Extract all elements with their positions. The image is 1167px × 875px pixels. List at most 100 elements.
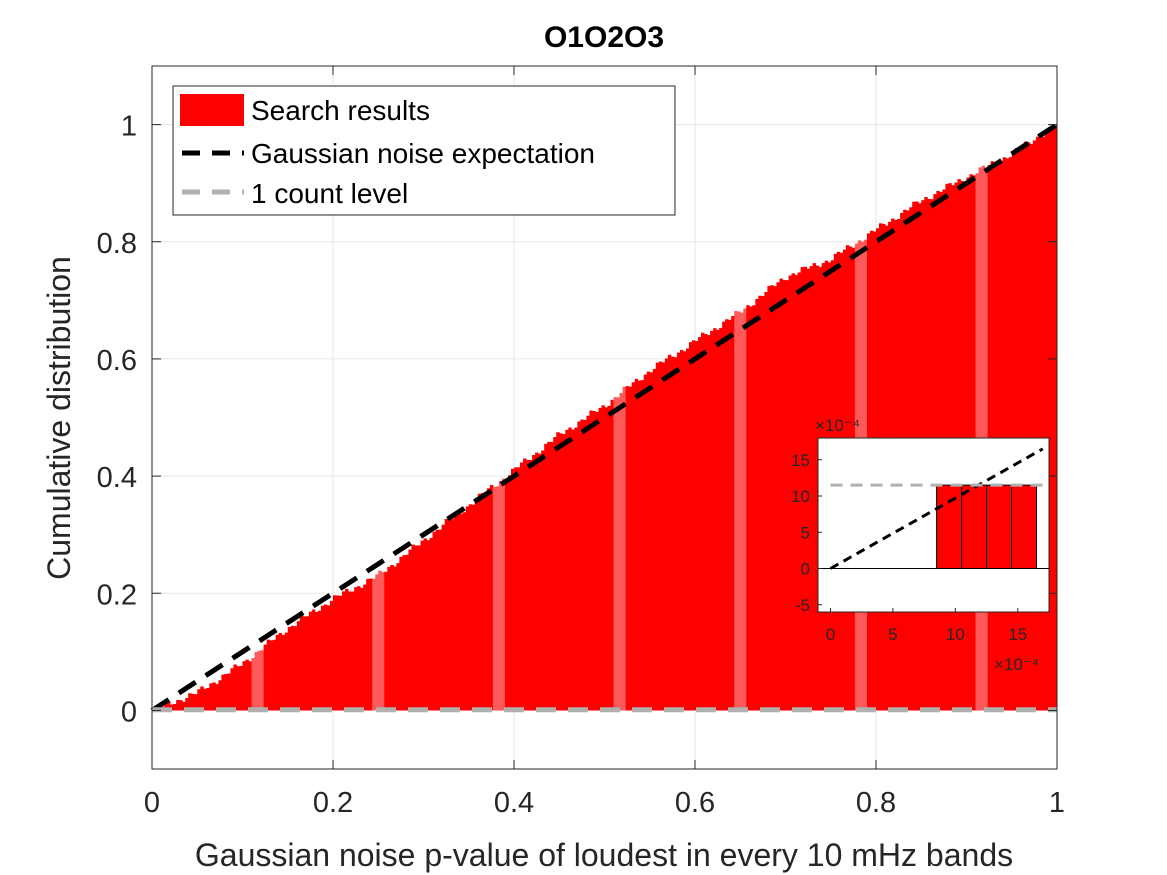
- main-bar: [336, 595, 340, 711]
- main-bar: [429, 537, 433, 711]
- main-bar: [239, 665, 243, 711]
- main-bar: [1044, 130, 1049, 711]
- main-bar: [381, 572, 385, 711]
- main-bar: [441, 524, 446, 711]
- main-bar: [710, 330, 714, 711]
- main-bar: [495, 486, 500, 711]
- main-bar: [384, 571, 388, 711]
- main-bar: [637, 380, 642, 711]
- main-bar: [535, 452, 539, 711]
- main-bar: [532, 454, 536, 711]
- main-bar: [489, 485, 494, 711]
- main-bar: [667, 354, 672, 711]
- main-y-tick-label-4: 0.8: [97, 228, 137, 260]
- main-bar: [399, 556, 403, 711]
- main-bar: [673, 357, 678, 711]
- main-bar: [785, 280, 789, 711]
- main-bar: [574, 427, 578, 711]
- main-bar: [357, 586, 361, 711]
- main-bar: [547, 441, 551, 711]
- main-bar: [236, 666, 240, 711]
- main-bar: [761, 295, 765, 711]
- main-bar: [342, 591, 346, 711]
- main-bar: [1026, 142, 1031, 711]
- inset-lines: [829, 447, 1049, 570]
- legend-swatch-search-results: [180, 94, 244, 126]
- main-bar: [317, 610, 322, 711]
- main-bar: [815, 265, 820, 711]
- main-bar: [173, 704, 177, 711]
- main-bar: [1053, 125, 1058, 711]
- main-bar: [664, 358, 669, 711]
- main-bar: [649, 372, 654, 711]
- chart-title: O1O2O3: [544, 21, 664, 54]
- main-bar: [601, 405, 605, 711]
- main-bar: [435, 529, 439, 711]
- inset-x-ticks: 0 5 10 15: [826, 608, 1027, 644]
- main-bar: [1014, 148, 1019, 711]
- main-bar: [701, 332, 705, 711]
- main-bar: [459, 513, 464, 711]
- main-bar: [423, 538, 427, 711]
- main-bar: [541, 450, 545, 711]
- main-bar: [188, 693, 192, 711]
- main-x-tick-label-2: 0.4: [494, 787, 534, 819]
- main-bar: [688, 342, 693, 711]
- main-bar: [387, 566, 391, 711]
- main-line-gaussian-expectation: [150, 122, 1059, 713]
- main-bar: [616, 397, 620, 711]
- main-bar: [1011, 150, 1016, 711]
- inset-x-tick-label-1: 5: [888, 625, 897, 644]
- main-bar: [498, 480, 503, 711]
- main-bar: [725, 319, 729, 711]
- inset-y-tick-label-2: 5: [801, 523, 810, 542]
- main-bar: [302, 616, 307, 711]
- main-bar: [797, 272, 801, 711]
- main-bar: [477, 493, 482, 711]
- main-bar: [776, 282, 780, 711]
- main-axes-frame: [151, 65, 1058, 770]
- main-bar: [284, 632, 289, 711]
- main-bar: [520, 462, 524, 711]
- main-x-tick-label-3: 0.6: [675, 787, 715, 819]
- main-bar: [393, 566, 397, 711]
- main-bar: [800, 267, 804, 711]
- main-x-tick-label-4: 0.8: [856, 787, 896, 819]
- main-bar: [233, 664, 237, 711]
- main-bar: [722, 321, 726, 711]
- inset-bar: [961, 484, 988, 569]
- main-bar: [348, 591, 352, 711]
- inset-y-tick-label-4: 15: [791, 451, 810, 470]
- main-bar: [224, 673, 228, 711]
- inset-y-ticks: -5 0 5 10 15: [791, 451, 822, 615]
- main-bar: [773, 286, 777, 711]
- main-bar: [200, 686, 204, 711]
- legend-label-search-results: Search results: [251, 95, 430, 126]
- main-bar: [1023, 141, 1028, 711]
- main-bar: [788, 275, 792, 711]
- main-bar: [329, 600, 334, 711]
- main-bar: [661, 362, 666, 711]
- main-y-ticks: 0 0.2 0.4 0.6 0.8 1: [97, 111, 1057, 728]
- main-bar: [266, 639, 271, 711]
- main-bar: [695, 340, 699, 711]
- main-bar: [278, 632, 283, 711]
- main-bar: [631, 382, 636, 711]
- main-bar: [212, 682, 216, 711]
- main-x-ticks: 0 0.2 0.4 0.6 0.8 1: [144, 66, 1065, 819]
- main-bar: [806, 268, 811, 711]
- main-bar: [571, 429, 575, 711]
- main-bar: [586, 415, 590, 711]
- main-bar: [1008, 157, 1013, 711]
- main-bar: [1020, 146, 1025, 711]
- main-bar: [767, 285, 771, 711]
- main-bar: [1038, 137, 1043, 711]
- main-bar: [492, 486, 497, 711]
- main-bar: [1035, 136, 1040, 711]
- inset-y-tick-label-1: 0: [801, 560, 810, 579]
- inset-y-tick-label-0: -5: [795, 596, 810, 615]
- main-y-tick-label-2: 0.4: [97, 462, 137, 494]
- main-bar: [770, 285, 774, 711]
- main-bar: [1002, 157, 1007, 711]
- main-bar: [526, 459, 530, 711]
